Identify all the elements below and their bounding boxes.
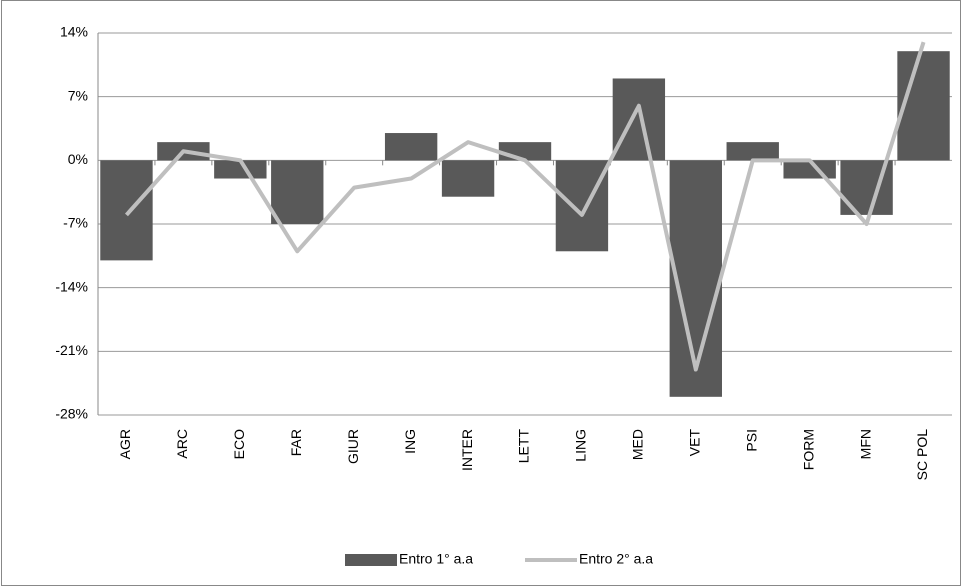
legend-label: Entro 1° a.a [399, 551, 473, 567]
bar [612, 78, 666, 161]
bar [271, 160, 324, 224]
x-tick-label: GIUR [345, 429, 361, 464]
bar [498, 142, 552, 161]
legend-label: Entro 2° a.a [579, 551, 653, 567]
y-tick-label: 0% [68, 151, 88, 167]
bar [214, 160, 267, 179]
x-tick-label: ARC [174, 429, 190, 459]
x-tick-label: ING [402, 429, 418, 454]
y-tick-label: 14% [60, 24, 88, 40]
x-tick-label: AGR [117, 429, 133, 459]
y-tick-label: -21% [55, 342, 88, 358]
bar [441, 160, 495, 197]
bar [669, 160, 722, 397]
y-tick-label: -14% [55, 278, 88, 294]
x-tick-label: INTER [459, 429, 475, 471]
x-tick-label: ECO [231, 429, 247, 459]
x-tick-label: SC POL [914, 429, 930, 481]
bar [555, 160, 609, 252]
y-tick-label: -7% [63, 215, 88, 231]
x-tick-label: LETT [516, 429, 532, 464]
y-tick-label: -28% [55, 406, 88, 422]
y-tick-label: 7% [68, 87, 88, 103]
x-tick-label: MFN [857, 429, 873, 459]
x-tick-label: VET [687, 429, 703, 457]
x-tick-label: FORM [800, 429, 816, 470]
x-tick-label: FAR [288, 429, 304, 456]
legend-swatch [345, 554, 397, 566]
line [124, 41, 926, 372]
bar [384, 133, 438, 161]
bar [726, 142, 779, 161]
bar [897, 51, 950, 161]
x-tick-label: PSI [743, 429, 759, 452]
x-tick-label: LING [573, 429, 589, 462]
x-tick-label: MED [630, 429, 646, 460]
bar [100, 160, 153, 261]
